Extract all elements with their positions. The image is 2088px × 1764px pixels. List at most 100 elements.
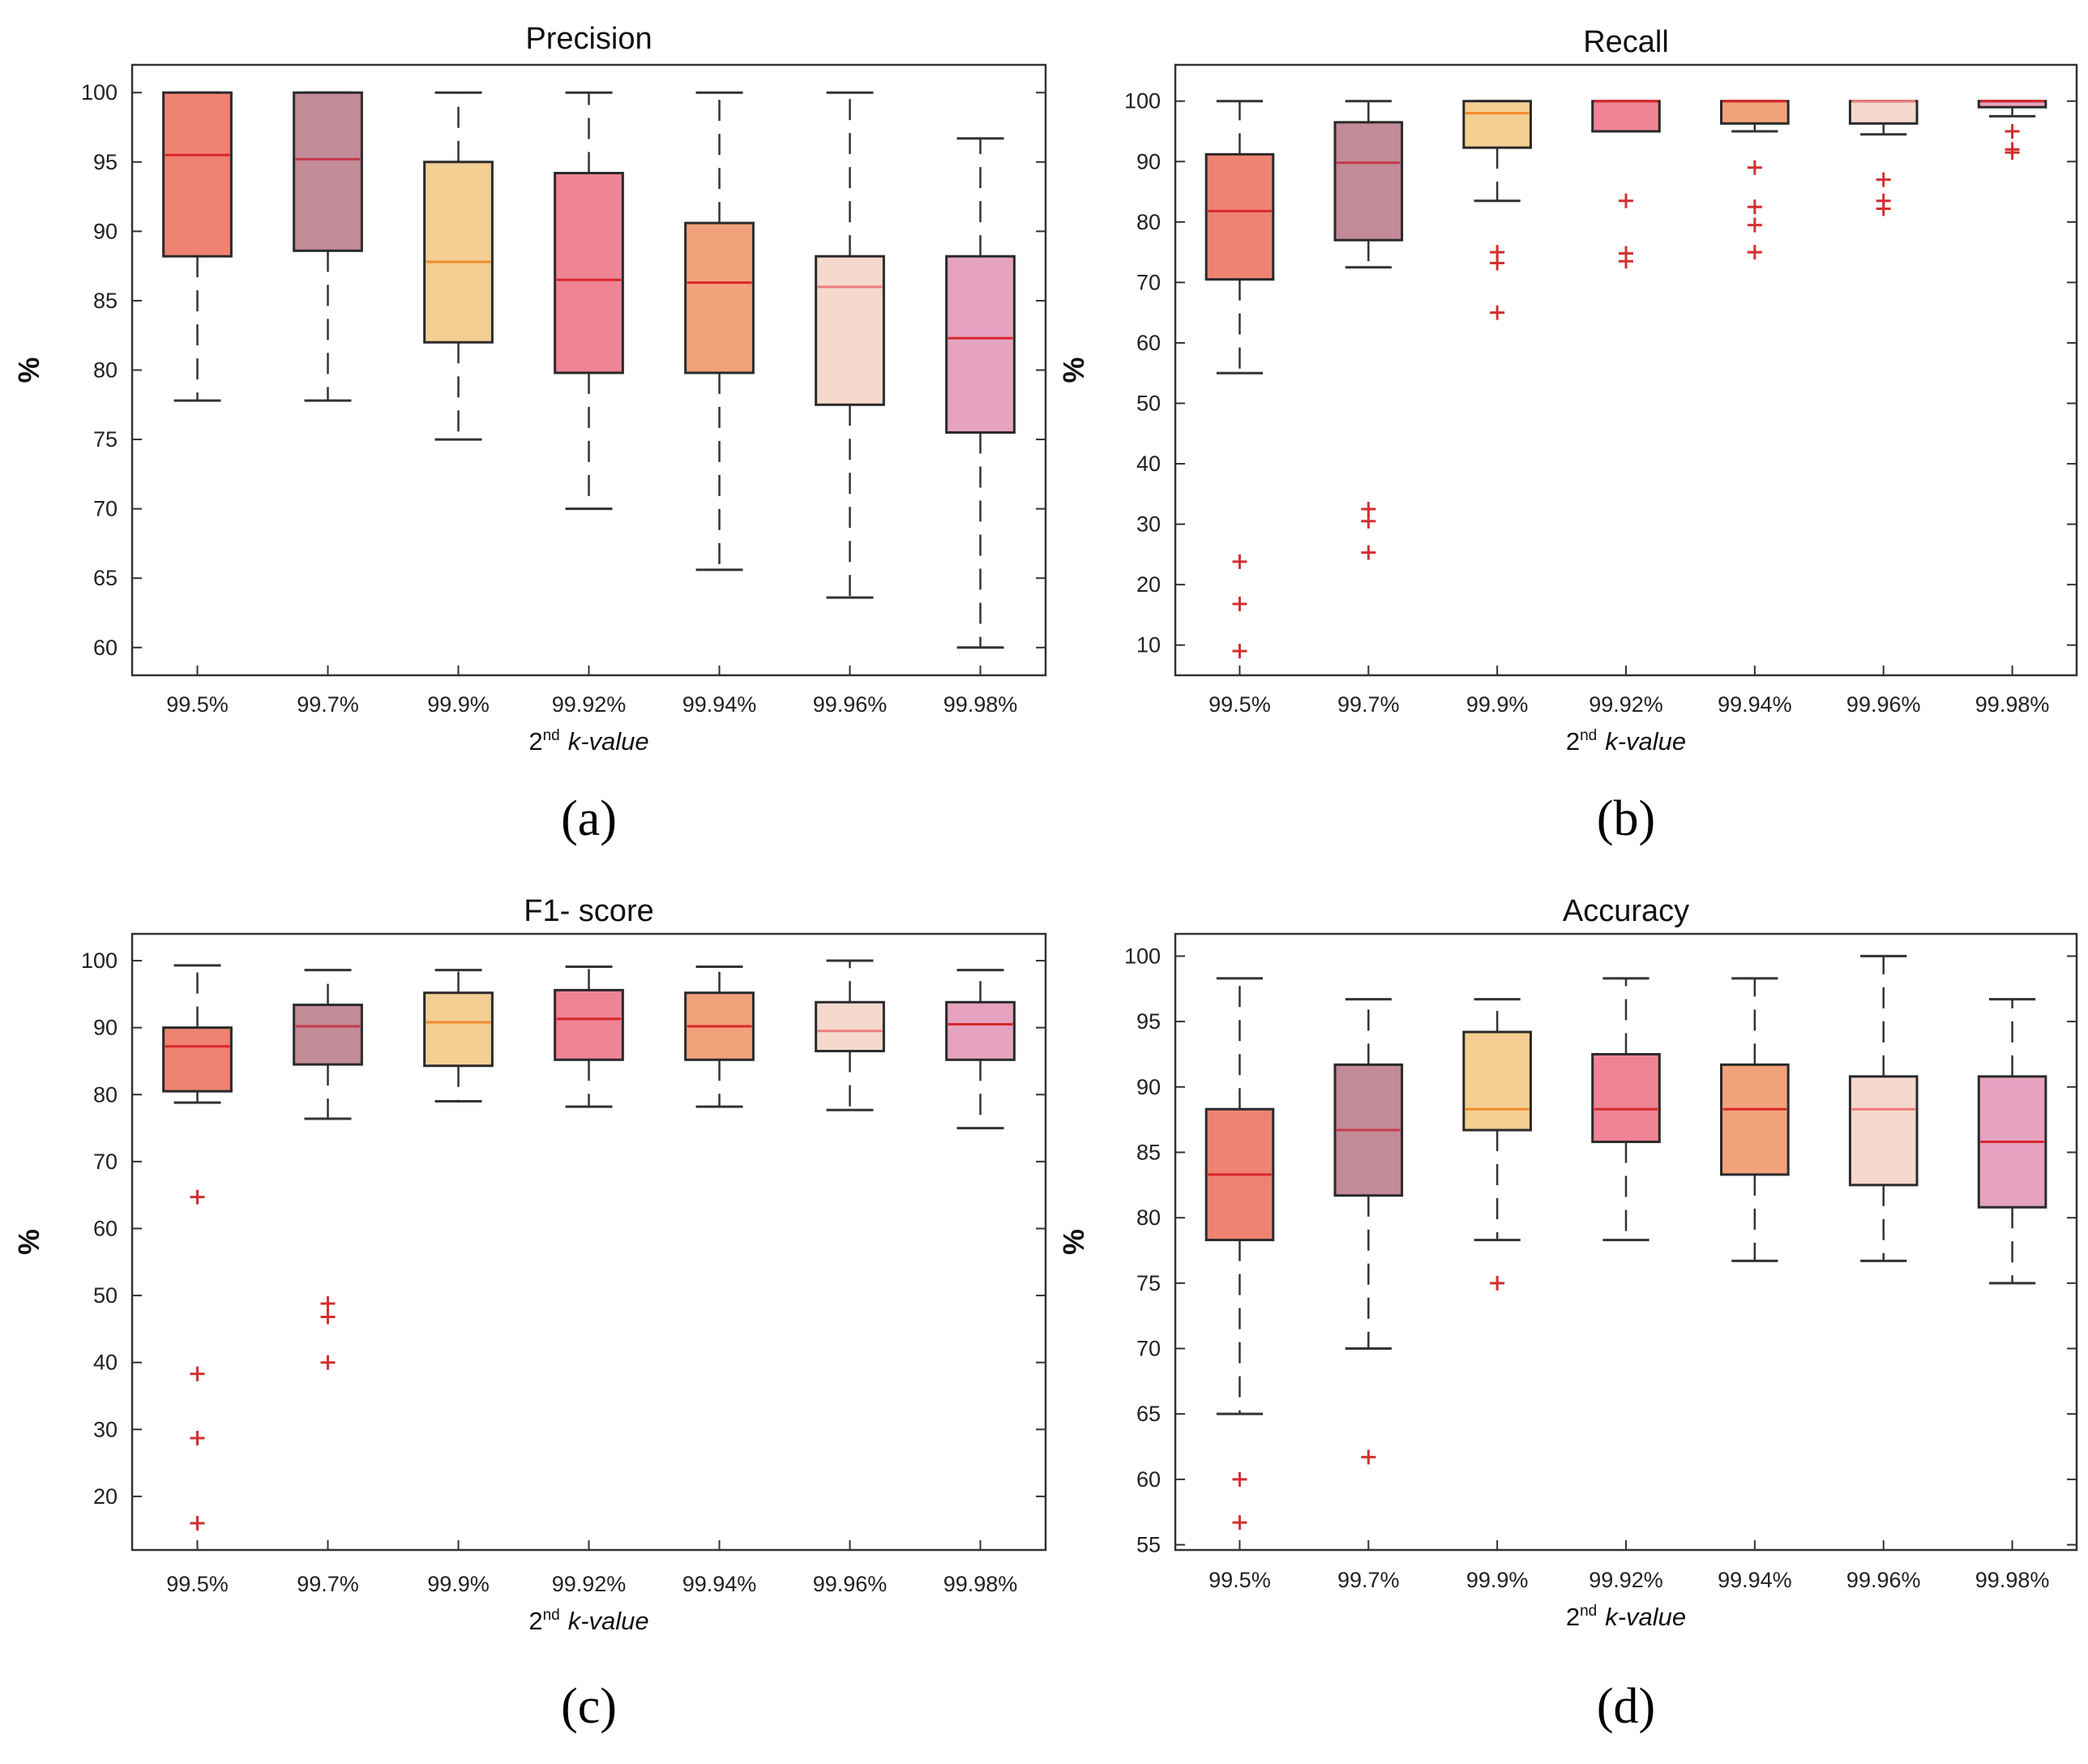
iqr-box xyxy=(815,255,885,406)
y-tick-label: 100 xyxy=(1124,89,1161,113)
iqr-box xyxy=(815,1000,885,1053)
iqr-box xyxy=(1462,1030,1532,1132)
y-tick-label: 80 xyxy=(1136,210,1161,234)
box-99.98%: 99.98% xyxy=(943,969,1018,1596)
y-tick-label: 80 xyxy=(93,1082,118,1107)
y-tick-label: 100 xyxy=(1124,944,1161,968)
y-tick-label: 40 xyxy=(1136,452,1161,476)
x-tick-label: 99.98% xyxy=(943,1572,1018,1596)
y-tick-label: 55 xyxy=(1136,1533,1161,1557)
y-tick-label: 70 xyxy=(93,497,118,521)
accuracy-panel: Accuracy 55 60 65 70 75 80 85 90 95 100% 2nd k-value… xyxy=(1057,894,2078,1734)
box-99.5%: 99.5% xyxy=(1204,100,1275,717)
iqr-box xyxy=(293,1004,363,1066)
panel-label: (c) xyxy=(561,1679,617,1734)
x-axis-label: 2nd k-value xyxy=(528,1607,648,1635)
box-99.5%: 99.5% xyxy=(1204,977,1275,1592)
y-axis-label: % xyxy=(12,1229,45,1255)
y-axis-label: % xyxy=(1057,357,1090,383)
outlier-marker xyxy=(190,1189,205,1205)
x-tick-label: 99.92% xyxy=(552,1572,627,1596)
outlier-marker xyxy=(1232,644,1247,659)
y-axis-label: % xyxy=(1057,1229,1090,1255)
x-tick-label: 99.92% xyxy=(1589,692,1663,717)
x-tick-label: 99.96% xyxy=(1846,1568,1921,1592)
iqr-box xyxy=(1204,152,1275,281)
outlier-marker xyxy=(1747,245,1762,260)
iqr-box xyxy=(945,255,1016,435)
iqr-box xyxy=(162,91,233,258)
iqr-box xyxy=(554,171,624,375)
x-tick-label: 99.9% xyxy=(1466,1568,1529,1592)
x-tick-label: 99.5% xyxy=(166,1572,229,1596)
iqr-box xyxy=(423,991,494,1068)
panel-title: F1- score xyxy=(524,894,653,928)
outlier-marker xyxy=(1361,513,1376,529)
x-tick-label: 99.98% xyxy=(943,692,1018,717)
y-tick-label: 40 xyxy=(93,1351,118,1375)
iqr-box xyxy=(162,1026,233,1093)
iqr-box xyxy=(684,221,755,375)
box-99.98%: 99.98% xyxy=(943,137,1018,717)
x-tick-label: 99.94% xyxy=(682,1572,757,1596)
x-tick-label: 99.5% xyxy=(1209,692,1271,717)
recall-panel: Recall 10 20 30 40 50 60 70 80 90 100% 2nd k-value (b… xyxy=(1057,25,2078,846)
x-tick-label: 99.96% xyxy=(813,692,888,717)
outlier-marker xyxy=(320,1296,336,1311)
y-tick-label: 75 xyxy=(1136,1271,1161,1295)
y-tick-label: 95 xyxy=(93,150,118,174)
y-tick-label: 80 xyxy=(93,358,118,383)
outlier-marker xyxy=(2005,124,2020,139)
plot-frame xyxy=(1174,932,2078,1552)
x-tick-label: 99.96% xyxy=(1846,692,1921,717)
outlier-marker xyxy=(1490,1275,1505,1291)
x-tick-label: 99.9% xyxy=(1466,692,1529,717)
plot-frame xyxy=(1174,63,2078,677)
x-tick-label: 99.7% xyxy=(1337,1568,1400,1592)
iqr-box xyxy=(1591,1052,1661,1144)
iqr-box xyxy=(945,1000,1016,1061)
box-99.9%: 99.9% xyxy=(1462,998,1532,1592)
outlier-marker xyxy=(1490,305,1505,320)
panel-title: Precision xyxy=(525,22,652,56)
panel-label: (b) xyxy=(1597,791,1655,846)
iqr-box xyxy=(1720,100,1790,125)
outlier-marker xyxy=(320,1309,336,1325)
y-tick-label: 95 xyxy=(1136,1009,1161,1034)
outlier-marker xyxy=(1232,554,1247,569)
box-99.92%: 99.92% xyxy=(1589,977,1663,1592)
outlier-marker xyxy=(190,1515,205,1531)
x-tick-label: 99.96% xyxy=(813,1572,888,1596)
outlier-marker xyxy=(190,1431,205,1446)
outlier-marker xyxy=(190,1366,205,1381)
box-99.96%: 99.96% xyxy=(813,91,888,717)
y-tick-label: 20 xyxy=(1136,572,1161,597)
outlier-marker xyxy=(1619,254,1633,269)
y-tick-label: 85 xyxy=(1136,1140,1161,1164)
box-99.94%: 99.94% xyxy=(682,91,757,717)
outlier-marker xyxy=(1232,1471,1247,1487)
iqr-box xyxy=(293,91,363,252)
box-99.98%: 99.98% xyxy=(1975,998,2049,1592)
panel-label: (a) xyxy=(561,791,617,846)
x-tick-label: 99.92% xyxy=(1589,1568,1663,1592)
outlier-marker xyxy=(320,1355,336,1370)
y-tick-label: 65 xyxy=(93,566,118,590)
box-99.5%: 99.5% xyxy=(162,91,233,717)
iqr-box xyxy=(1462,100,1532,149)
iqr-box xyxy=(1848,100,1919,125)
x-tick-label: 99.94% xyxy=(1718,1568,1792,1592)
x-tick-label: 99.94% xyxy=(682,692,757,717)
f1-score-panel: F1- score 20 30 40 50 60 70 80 90 100% 2nd k-value (… xyxy=(12,894,1047,1734)
x-tick-label: 99.7% xyxy=(297,1572,359,1596)
x-tick-label: 99.7% xyxy=(297,692,359,717)
y-tick-label: 80 xyxy=(1136,1205,1161,1230)
y-tick-label: 30 xyxy=(93,1417,118,1441)
box-99.96%: 99.96% xyxy=(1846,100,1921,717)
outlier-marker xyxy=(1747,199,1762,215)
y-tick-label: 85 xyxy=(93,289,118,313)
y-tick-label: 20 xyxy=(93,1484,118,1509)
x-axis-label: 2nd k-value xyxy=(1566,1603,1686,1631)
y-tick-label: 90 xyxy=(1136,149,1161,173)
